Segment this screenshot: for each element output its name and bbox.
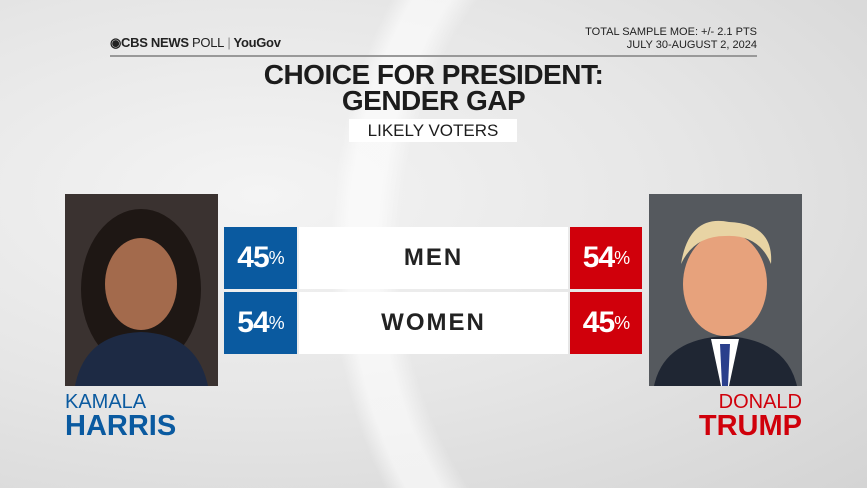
margin-of-error: TOTAL SAMPLE MOE: +/- 2.1 PTS [585,26,757,38]
logo-partner: YouGov [233,35,281,50]
logo-brand: CBS NEWS [121,35,189,50]
trump-value: 45 [582,306,615,339]
trump-photo [649,194,802,386]
category-cell: MEN [299,227,568,289]
person-silhouette-icon [75,209,208,386]
page-title: CHOICE FOR PRESIDENT: GENDER GAP [0,59,867,116]
harris-photo [65,194,218,386]
harris-name: KAMALA HARRIS [65,391,177,442]
trump-pct-cell: 54% [570,227,642,289]
logo-separator: | [227,35,231,50]
logo-poll: POLL [192,35,225,50]
cbs-eye-icon: ◉ [110,35,122,50]
title-line-2: GENDER GAP [341,85,526,116]
harris-pct-cell: 45% [224,227,297,289]
poll-info: TOTAL SAMPLE MOE: +/- 2.1 PTS JULY 30-AU… [585,26,757,52]
category-label: WOMEN [381,309,486,336]
trump-value: 54 [582,241,615,274]
header-divider [110,55,757,57]
harris-value: 45 [237,241,269,274]
unit-label: % [614,247,630,268]
title-line-1: CHOICE FOR PRESIDENT: [263,59,604,90]
harris-last-name: HARRIS [65,410,177,442]
cbs-news-poll-logo: ◉CBS NEWS POLL | YouGov [110,35,281,51]
trump-name: DONALD TRUMP [698,391,802,442]
unit-label: % [614,312,630,333]
person-silhouette-icon [654,220,797,386]
trump-first-name: DONALD [718,391,802,413]
harris-pct-cell: 54% [224,292,297,354]
trump-last-name: TRUMP [698,410,802,442]
harris-value: 54 [237,306,269,339]
category-cell: WOMEN [299,292,568,354]
category-label: MEN [403,244,464,271]
unit-label: % [268,312,285,333]
subtitle-badge: LIKELY VOTERS [349,119,517,142]
harris-first-name: KAMALA [65,391,147,413]
unit-label: % [268,247,285,268]
poll-dates: JULY 30-AUGUST 2, 2024 [626,39,757,51]
trump-pct-cell: 45% [570,292,642,354]
